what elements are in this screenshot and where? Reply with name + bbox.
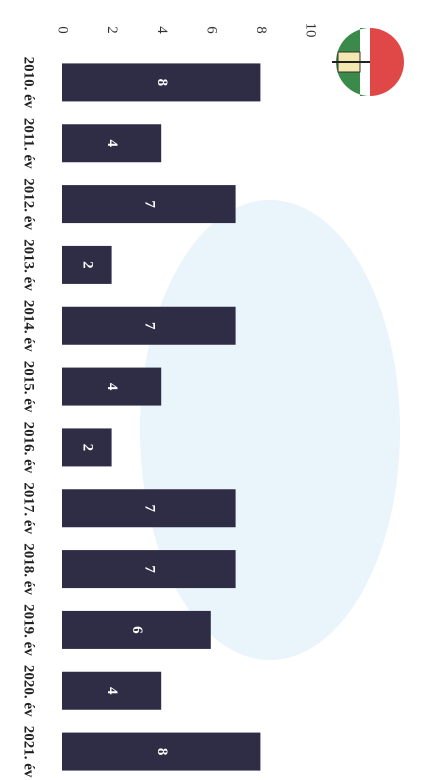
watermark (140, 200, 400, 660)
bar (62, 489, 236, 528)
y-tick-label: 2016. év (21, 422, 37, 474)
data-label: 4 (104, 383, 120, 391)
x-tick-label: 6 (203, 26, 219, 34)
y-tick-label: 2020. év (21, 665, 37, 717)
bar (62, 185, 236, 224)
data-label: 7 (141, 565, 157, 573)
data-label: 8 (154, 748, 170, 756)
bar (62, 671, 162, 710)
y-tick-label: 2019. év (21, 604, 37, 656)
y-tick-label: 2010. év (21, 57, 37, 109)
data-label: 4 (104, 140, 120, 148)
x-tick-label: 2 (104, 26, 120, 34)
y-tick-label: 2011. év (21, 118, 37, 169)
y-tick-label: 2015. év (21, 361, 37, 413)
bar (62, 610, 211, 649)
bar (62, 367, 162, 406)
y-tick-label: 2012. év (21, 178, 37, 230)
bar (62, 732, 261, 771)
y-tick-label: 2013. év (21, 239, 37, 291)
data-label: 7 (141, 200, 157, 208)
bar (62, 550, 236, 589)
data-label: 7 (141, 505, 157, 513)
data-label: 4 (104, 687, 120, 695)
y-tick-label: 2021. év (21, 726, 37, 778)
x-tick-label: 4 (154, 26, 170, 34)
logo (332, 28, 404, 96)
data-label: 2 (79, 261, 95, 269)
y-tick-label: 2017. év (21, 482, 37, 534)
data-label: 2 (79, 444, 95, 452)
bar (62, 63, 261, 102)
x-tick-label: 0 (55, 26, 71, 34)
bar (62, 124, 162, 163)
data-label: 6 (129, 626, 145, 634)
bar (62, 245, 112, 284)
y-tick-label: 2018. év (21, 543, 37, 595)
x-tick-label: 10 (303, 23, 319, 38)
bar (62, 306, 236, 345)
data-label: 8 (154, 79, 170, 87)
x-tick-label: 8 (253, 26, 269, 34)
bar (62, 428, 112, 467)
data-label: 7 (141, 322, 157, 330)
y-tick-label: 2014. év (21, 300, 37, 352)
